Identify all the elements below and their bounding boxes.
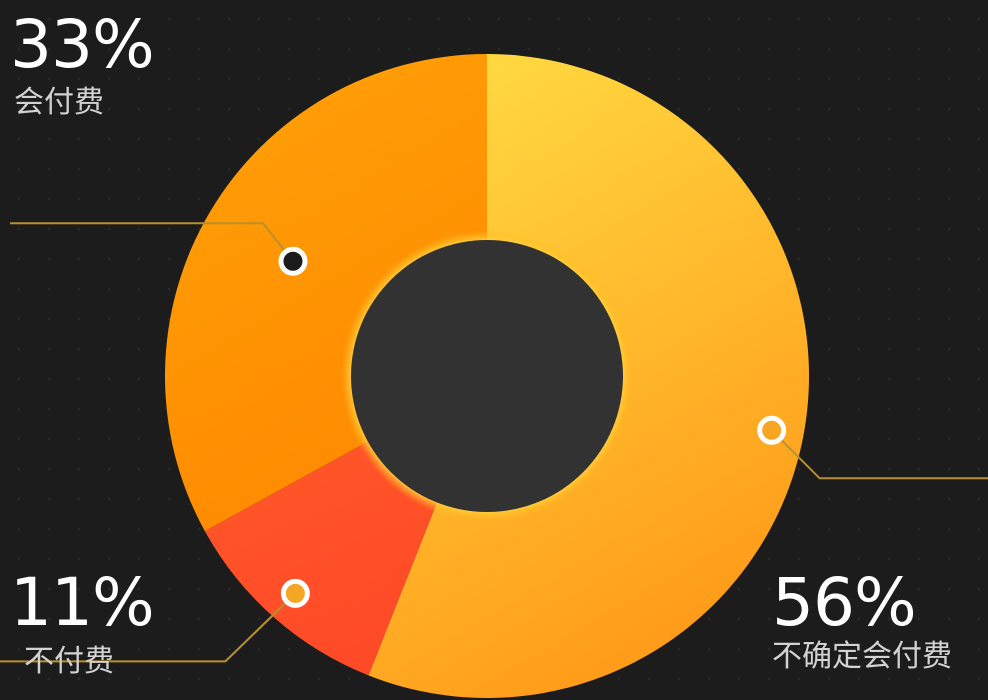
slice-marker-will-pay (278, 246, 308, 276)
slice-category-label-wont-pay: 不付费 (24, 644, 114, 679)
slice-marker-wont-pay (280, 578, 310, 608)
slice-category-label-will-pay: 会付费 (14, 85, 104, 120)
leader-line-wont-pay (0, 592, 297, 663)
slice-marker-unsure (757, 415, 787, 445)
leader-line-unsure (770, 429, 988, 480)
slice-category-label-unsure: 不确定会付费 (772, 639, 952, 674)
slice-value-label-wont-pay: 11% (10, 564, 155, 641)
donut-hole (351, 240, 623, 512)
slice-value-label-unsure: 56% (772, 564, 917, 641)
leader-line-will-pay (10, 222, 294, 262)
slice-value-label-will-pay: 33% (10, 6, 155, 83)
